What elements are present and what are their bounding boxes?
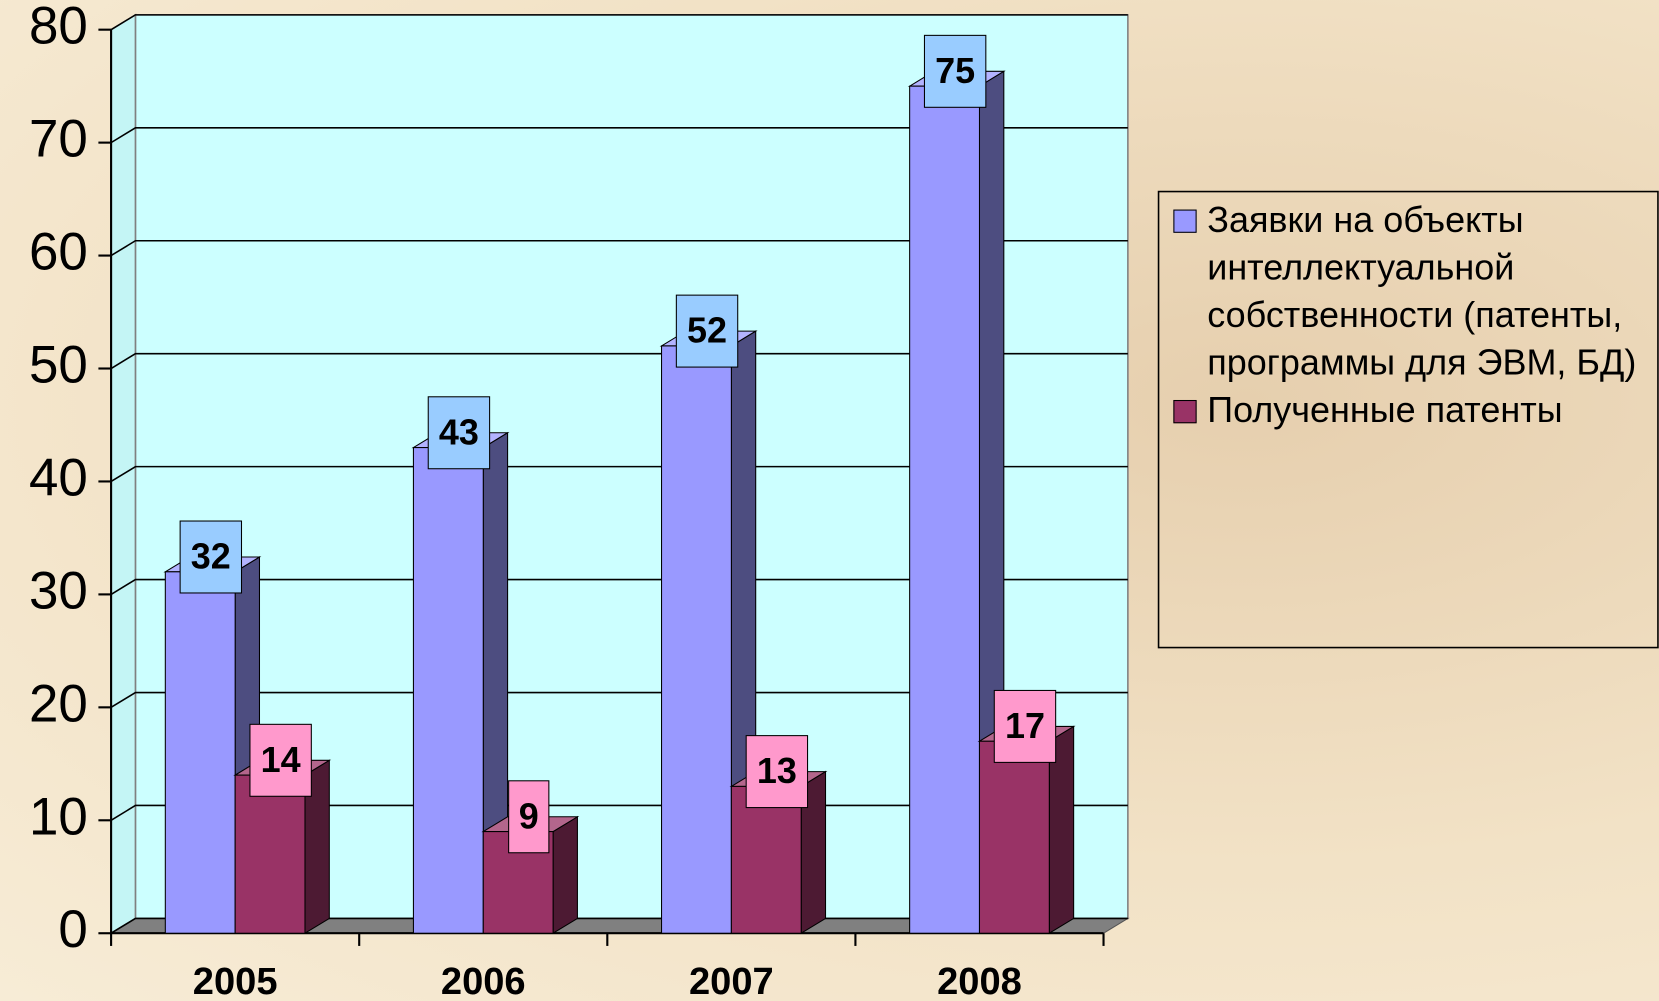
grid-line bbox=[110, 352, 1128, 370]
value-label-box bbox=[249, 723, 312, 797]
x-tick-label: 2005 bbox=[193, 961, 278, 1001]
legend-box bbox=[1157, 190, 1659, 649]
value-label: 13 bbox=[757, 750, 797, 791]
grid-line bbox=[110, 239, 1128, 257]
value-label-box bbox=[427, 396, 491, 470]
grid-line bbox=[110, 465, 1128, 483]
bar-front bbox=[164, 571, 236, 934]
legend-list: Заявки на объекты интеллектуальной собст… bbox=[1169, 197, 1656, 435]
legend-label: Полученные патенты bbox=[1207, 390, 1563, 431]
bar-front bbox=[730, 785, 802, 934]
grid-line bbox=[110, 578, 1128, 596]
legend-swatch bbox=[1173, 399, 1197, 424]
y-tick-label: 80 bbox=[29, 0, 88, 56]
bar-front bbox=[234, 774, 306, 934]
y-tick-label: 70 bbox=[29, 110, 88, 169]
grid-line bbox=[110, 691, 1128, 709]
y-tick-label: 10 bbox=[29, 787, 88, 846]
legend-item: Полученные патенты bbox=[1169, 387, 1656, 435]
value-label: 17 bbox=[1005, 705, 1045, 746]
value-label: 9 bbox=[519, 795, 539, 836]
y-tick-label: 0 bbox=[58, 900, 87, 959]
value-label-box bbox=[675, 294, 739, 368]
value-label-box bbox=[745, 735, 809, 809]
value-label-box bbox=[993, 689, 1057, 763]
legend-label: Заявки на объекты интеллектуальной собст… bbox=[1207, 200, 1637, 384]
y-tick-label: 20 bbox=[29, 674, 88, 733]
y-tick-label: 50 bbox=[29, 335, 88, 394]
y-tick-label: 60 bbox=[29, 223, 88, 282]
bar-front bbox=[978, 740, 1050, 934]
x-tick-label: 2006 bbox=[441, 961, 526, 1001]
x-tick-label: 2008 bbox=[937, 961, 1022, 1001]
grid-line bbox=[110, 14, 1128, 31]
x-tick-label: 2007 bbox=[689, 961, 774, 1001]
value-label: 32 bbox=[191, 536, 231, 577]
value-label-box bbox=[923, 34, 987, 108]
legend-item: Заявки на объекты интеллектуальной собст… bbox=[1169, 197, 1656, 387]
bar bbox=[163, 556, 262, 935]
legend: Заявки на объекты интеллектуальной собст… bbox=[1169, 197, 1656, 435]
bar-side bbox=[552, 815, 578, 935]
value-label: 14 bbox=[261, 739, 301, 780]
legend-swatch bbox=[1173, 209, 1197, 233]
value-label: 75 bbox=[935, 50, 975, 91]
value-label-box bbox=[508, 780, 550, 854]
grid-line bbox=[110, 127, 1128, 144]
bar-front bbox=[909, 85, 981, 934]
bar-front bbox=[412, 447, 484, 934]
bar-front bbox=[661, 345, 732, 934]
value-label: 52 bbox=[687, 310, 727, 351]
y-tick-label: 30 bbox=[29, 561, 88, 620]
y-tick-label: 40 bbox=[29, 448, 88, 507]
value-label: 43 bbox=[439, 411, 479, 452]
value-label-box bbox=[179, 520, 243, 594]
